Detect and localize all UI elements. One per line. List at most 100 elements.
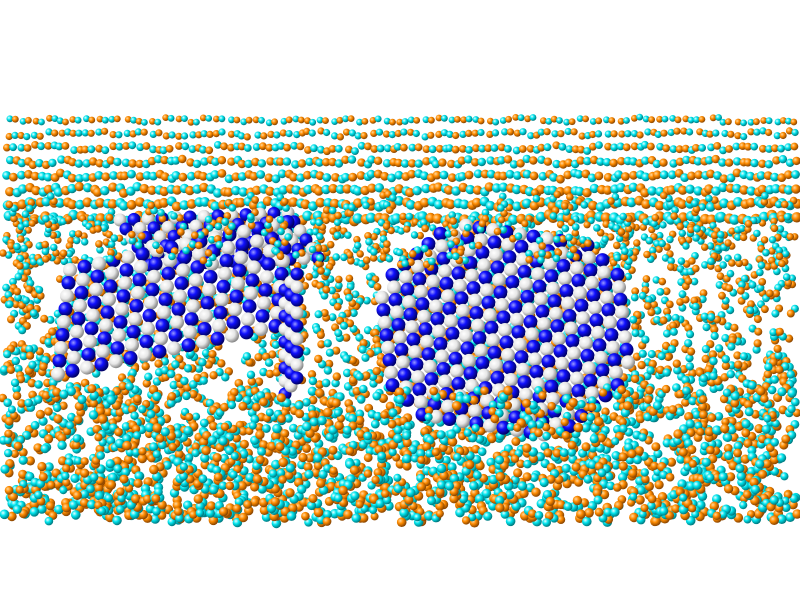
solvent-atom <box>167 114 175 122</box>
solvent-atom <box>543 128 551 136</box>
crystal-atom <box>571 273 586 288</box>
solvent-atom <box>345 145 353 154</box>
crystal-atom <box>435 239 449 254</box>
crystal-atom <box>148 256 163 271</box>
crystal-atom <box>218 266 232 281</box>
solvent-atom <box>790 142 799 151</box>
solvent-atom <box>550 115 558 123</box>
crystal-atom <box>65 363 80 378</box>
solvent-atom <box>83 115 90 123</box>
solvent-atom <box>387 173 396 183</box>
solvent-atom <box>328 445 338 455</box>
solvent-atom <box>149 145 158 154</box>
solvent-atom <box>577 145 585 154</box>
solvent-atom <box>640 188 650 198</box>
solvent-atom <box>635 495 645 505</box>
solvent-atom <box>333 302 342 311</box>
crystal-atom <box>176 263 190 278</box>
solvent-atom <box>583 147 592 155</box>
solvent-atom <box>321 184 331 195</box>
solvent-atom <box>314 310 323 319</box>
crystal-atom <box>430 312 445 326</box>
solvent-atom <box>323 366 333 375</box>
solvent-atom <box>739 170 749 180</box>
solvent-atom <box>388 131 396 139</box>
solvent-atom <box>331 173 340 182</box>
solvent-atom <box>365 212 377 223</box>
crystal-atom <box>186 299 200 314</box>
crystal-atom <box>483 308 497 323</box>
solvent-atom <box>761 305 769 314</box>
solvent-atom <box>210 201 221 212</box>
solvent-atom <box>142 142 151 150</box>
solvent-atom <box>217 359 226 368</box>
solvent-atom <box>136 143 145 152</box>
solvent-atom <box>765 145 773 153</box>
crystal-atom <box>456 303 470 318</box>
solvent-atom <box>435 144 444 153</box>
crystal-atom <box>598 278 613 293</box>
solvent-atom <box>394 184 404 194</box>
solvent-atom <box>721 355 730 364</box>
solvent-atom <box>393 425 403 435</box>
solvent-atom <box>135 117 143 125</box>
solvent-atom <box>265 143 274 152</box>
solvent-atom <box>356 171 366 180</box>
crystal-atom <box>234 250 248 265</box>
solvent-atom <box>302 443 312 453</box>
solvent-atom <box>303 170 312 180</box>
solvent-atom <box>627 449 637 459</box>
solvent-atom <box>678 290 687 299</box>
solvent-atom <box>459 145 467 153</box>
solvent-atom <box>403 225 411 233</box>
solvent-atom <box>389 118 396 126</box>
solvent-atom <box>464 170 474 180</box>
solvent-atom <box>633 239 641 247</box>
solvent-atom <box>227 157 236 166</box>
solvent-atom <box>74 116 82 124</box>
solvent-atom <box>271 174 281 184</box>
solvent-atom <box>657 352 666 361</box>
crystal-atom <box>520 289 535 304</box>
solvent-atom <box>706 169 715 179</box>
solvent-atom <box>342 354 351 363</box>
solvent-atom <box>524 115 532 123</box>
solvent-atom <box>304 117 311 125</box>
solvent-atom <box>192 159 202 169</box>
solvent-atom <box>576 156 585 165</box>
solvent-atom <box>563 186 573 196</box>
solvent-atom <box>279 129 287 137</box>
solvent-atom <box>175 142 183 150</box>
solvent-atom <box>2 283 10 292</box>
solvent-atom <box>323 128 331 137</box>
solvent-atom <box>254 353 263 362</box>
solvent-atom <box>297 159 307 168</box>
solvent-atom <box>445 199 456 210</box>
solvent-atom <box>213 188 223 198</box>
solvent-atom <box>535 211 547 223</box>
solvent-atom <box>784 170 793 180</box>
solvent-atom <box>325 348 334 357</box>
solvent-atom <box>109 142 118 151</box>
crystal-atom <box>607 353 622 368</box>
solvent-atom <box>328 157 337 167</box>
solvent-atom <box>70 146 79 155</box>
solvent-atom <box>407 128 415 136</box>
solvent-atom <box>159 197 169 208</box>
solvent-atom <box>141 362 150 371</box>
solvent-atom <box>373 156 383 165</box>
solvent-atom <box>376 144 385 153</box>
solvent-atom <box>641 172 651 182</box>
solvent-atom <box>707 143 715 152</box>
solvent-atom <box>704 184 714 194</box>
solvent-atom <box>115 142 124 151</box>
solvent-atom <box>227 143 235 152</box>
solvent-atom <box>217 156 227 165</box>
solvent-atom <box>603 172 613 182</box>
solvent-atom <box>747 128 755 136</box>
crystal-atom <box>131 286 145 300</box>
solvent-atom <box>383 117 391 125</box>
solvent-atom <box>723 433 733 442</box>
solvent-atom <box>348 129 356 137</box>
solvent-atom <box>302 398 311 407</box>
